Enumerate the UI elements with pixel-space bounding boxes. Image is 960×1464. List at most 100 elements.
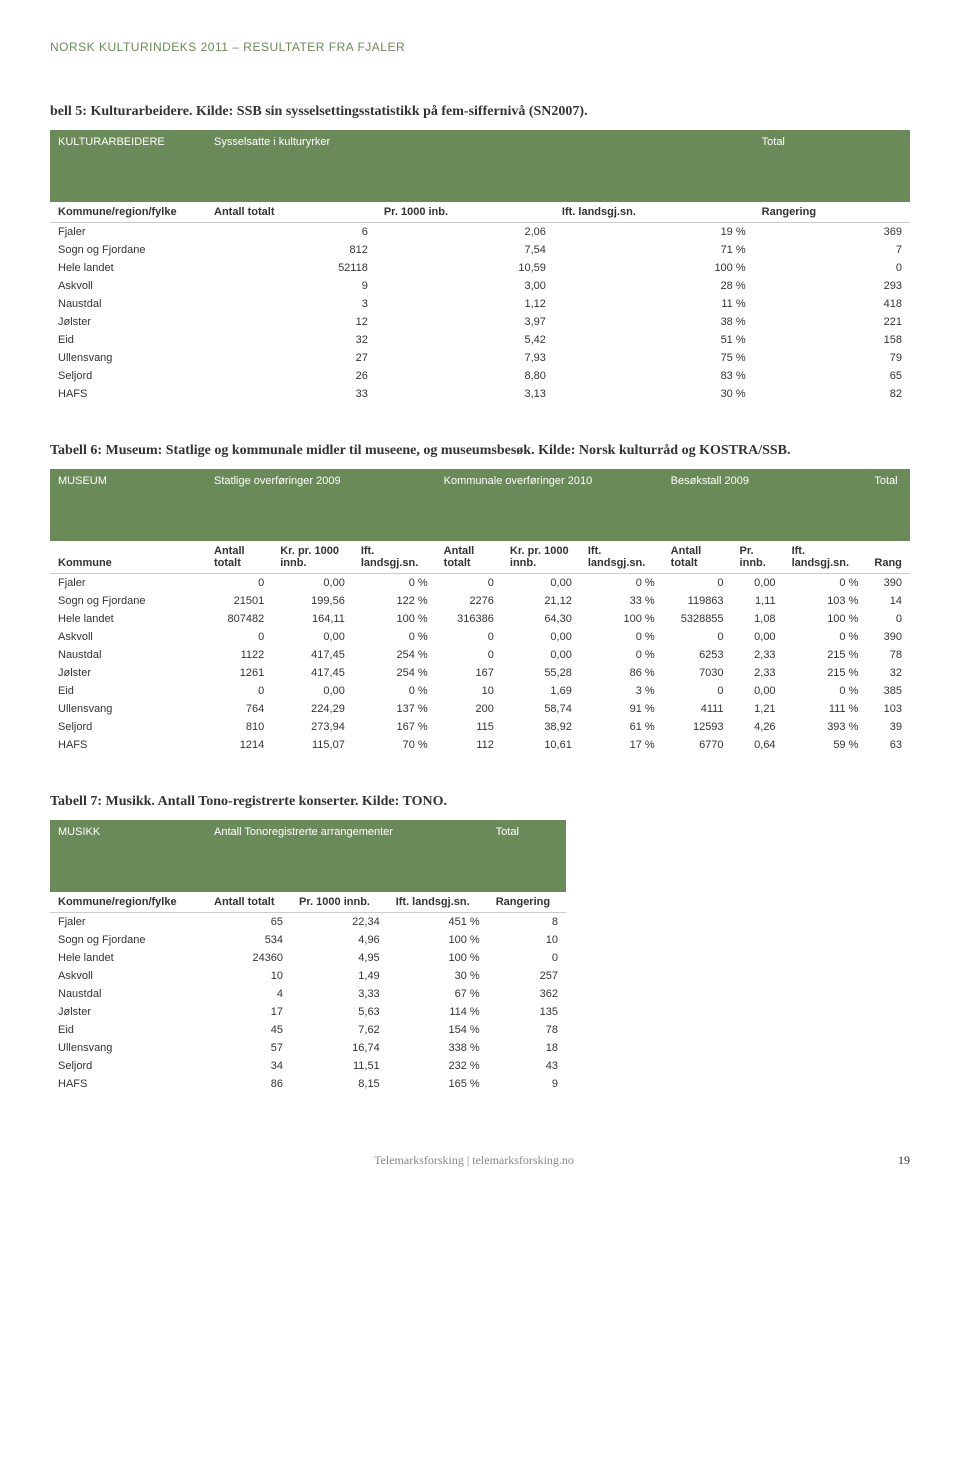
- table-cell: Sogn og Fjordane: [50, 241, 206, 259]
- table-row: Askvoll101,4930 %257: [50, 967, 566, 985]
- table-cell: 45: [206, 1021, 291, 1039]
- column-header: Rang: [866, 541, 910, 574]
- page-number: 19: [898, 1153, 910, 1168]
- table-cell: 338 %: [388, 1039, 488, 1057]
- table-cell: 1,11: [732, 592, 784, 610]
- table-cell: 51 %: [554, 331, 754, 349]
- column-header: Antall totalt: [436, 541, 502, 574]
- table5-group-col1: Sysselsatte i kulturyrker: [206, 130, 754, 202]
- column-header: Antall totalt: [206, 202, 376, 223]
- table-cell: 316386: [436, 610, 502, 628]
- table-cell: 158: [754, 331, 910, 349]
- table-row: Sogn og Fjordane5344,96100 %10: [50, 931, 566, 949]
- table-cell: Hele landet: [50, 610, 206, 628]
- table-cell: 65: [754, 367, 910, 385]
- table-cell: 5,42: [376, 331, 554, 349]
- table-cell: 8,15: [291, 1075, 388, 1093]
- table-cell: 6253: [663, 646, 732, 664]
- table6-group-col4: Total: [866, 469, 910, 541]
- table-cell: 30 %: [388, 967, 488, 985]
- table-cell: 86: [206, 1075, 291, 1093]
- table-cell: 78: [866, 646, 910, 664]
- table-cell: 4111: [663, 700, 732, 718]
- table-cell: 0: [206, 574, 272, 593]
- table-cell: 63: [866, 736, 910, 754]
- table-cell: Seljord: [50, 718, 206, 736]
- table-cell: 215 %: [784, 646, 867, 664]
- table-cell: 165 %: [388, 1075, 488, 1093]
- table-cell: 0 %: [784, 574, 867, 593]
- table-cell: 0,00: [732, 628, 784, 646]
- table-cell: 0 %: [580, 628, 663, 646]
- table6-group-col3: Besøkstall 2009: [663, 469, 867, 541]
- table-cell: 254 %: [353, 664, 436, 682]
- table-cell: 100 %: [580, 610, 663, 628]
- table6-group-col2: Kommunale overføringer 2010: [436, 469, 663, 541]
- table-cell: 0 %: [353, 682, 436, 700]
- column-header: Ift. landsgj.sn.: [388, 892, 488, 913]
- table-cell: 224,29: [272, 700, 353, 718]
- table-cell: Naustdal: [50, 985, 206, 1003]
- table-cell: Jølster: [50, 664, 206, 682]
- table-cell: 26: [206, 367, 376, 385]
- table-cell: 91 %: [580, 700, 663, 718]
- table-cell: 0 %: [353, 628, 436, 646]
- table-cell: 2,06: [376, 223, 554, 242]
- table-cell: 1,12: [376, 295, 554, 313]
- table-cell: 59 %: [784, 736, 867, 754]
- table-cell: HAFS: [50, 1075, 206, 1093]
- table5-group-name: KULTURARBEIDERE: [50, 130, 206, 202]
- table-cell: 418: [754, 295, 910, 313]
- table-cell: 9: [206, 277, 376, 295]
- table-row: Askvoll00,000 %00,000 %00,000 %390: [50, 628, 910, 646]
- column-header: Kommune/region/fylke: [50, 202, 206, 223]
- table-cell: 58,74: [502, 700, 580, 718]
- table-cell: Fjaler: [50, 913, 206, 932]
- table-cell: Hele landet: [50, 259, 206, 277]
- table-cell: 34: [206, 1057, 291, 1075]
- table-row: Jølster175,63114 %135: [50, 1003, 566, 1021]
- table-cell: 119863: [663, 592, 732, 610]
- table-cell: 7,93: [376, 349, 554, 367]
- table-cell: Jølster: [50, 1003, 206, 1021]
- table-cell: 100 %: [554, 259, 754, 277]
- table-cell: Naustdal: [50, 295, 206, 313]
- column-header: Antall totalt: [206, 541, 272, 574]
- table-cell: 100 %: [353, 610, 436, 628]
- table-cell: Askvoll: [50, 277, 206, 295]
- table-cell: Hele landet: [50, 949, 206, 967]
- table-cell: 3,97: [376, 313, 554, 331]
- table-cell: Askvoll: [50, 628, 206, 646]
- table-cell: 78: [488, 1021, 566, 1039]
- table-cell: 0,64: [732, 736, 784, 754]
- table-cell: 2,33: [732, 664, 784, 682]
- table-cell: 7,54: [376, 241, 554, 259]
- table-cell: 257: [488, 967, 566, 985]
- table-cell: 112: [436, 736, 502, 754]
- table-row: Naustdal43,3367 %362: [50, 985, 566, 1003]
- table-cell: 393 %: [784, 718, 867, 736]
- table-cell: 82: [754, 385, 910, 403]
- table-cell: 167 %: [353, 718, 436, 736]
- table-cell: Seljord: [50, 367, 206, 385]
- table-cell: 0,00: [272, 574, 353, 593]
- table-cell: 11 %: [554, 295, 754, 313]
- table-cell: 57: [206, 1039, 291, 1057]
- table7-group-name: MUSIKK: [50, 820, 206, 892]
- table-cell: 0 %: [353, 574, 436, 593]
- table-row: Jølster1261417,45254 %16755,2886 %70302,…: [50, 664, 910, 682]
- table-row: Askvoll93,0028 %293: [50, 277, 910, 295]
- table-cell: 1,08: [732, 610, 784, 628]
- table-row: Fjaler00,000 %00,000 %00,000 %390: [50, 574, 910, 593]
- table-cell: 0: [663, 574, 732, 593]
- table-row: Hele landet807482164,11100 %31638664,301…: [50, 610, 910, 628]
- table-cell: 4,26: [732, 718, 784, 736]
- column-header: Kommune/region/fylke: [50, 892, 206, 913]
- table-cell: 21501: [206, 592, 272, 610]
- table-cell: 100 %: [784, 610, 867, 628]
- table-cell: Ullensvang: [50, 349, 206, 367]
- table-cell: 3 %: [580, 682, 663, 700]
- table-cell: 38,92: [502, 718, 580, 736]
- table-cell: 2276: [436, 592, 502, 610]
- table-cell: 43: [488, 1057, 566, 1075]
